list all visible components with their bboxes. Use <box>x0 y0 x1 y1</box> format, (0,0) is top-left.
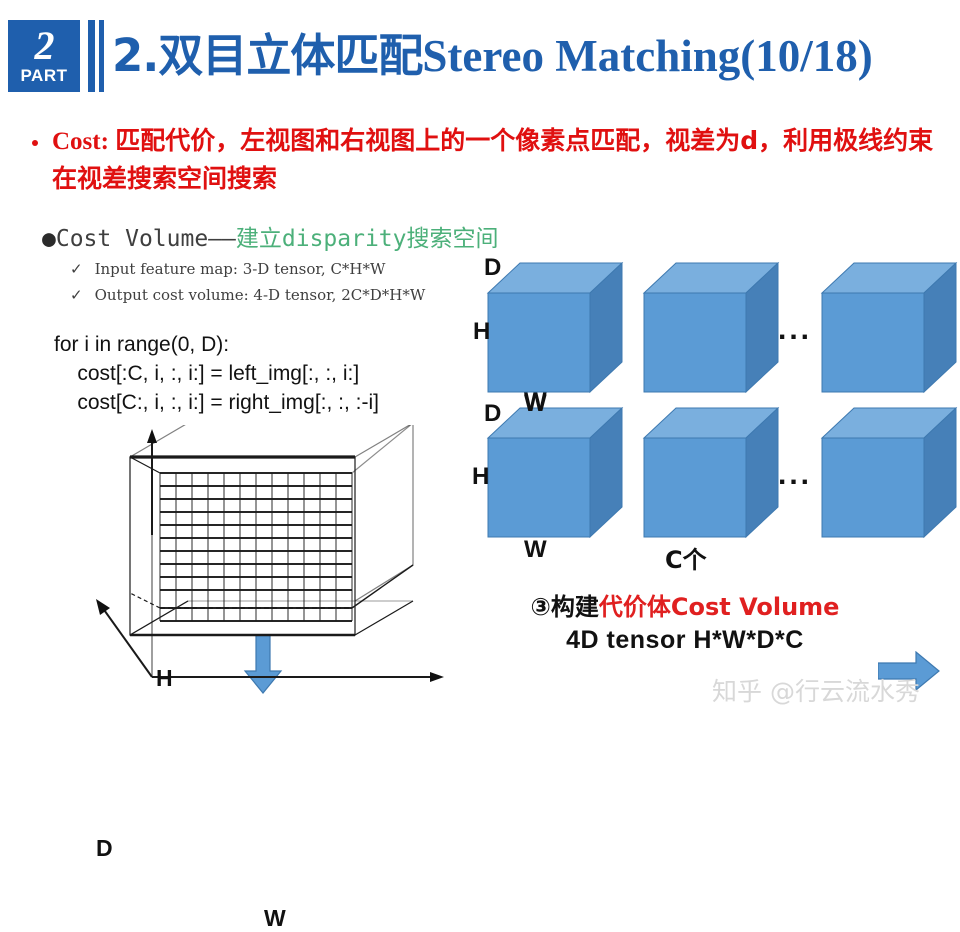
down-arrow-icon <box>243 635 283 694</box>
part-badge: 2 PART <box>8 20 80 92</box>
code-line-3: cost[C:, i, :, i:] = right_img[:, :, :-i… <box>54 391 379 414</box>
part-word-label: PART <box>20 66 68 85</box>
cost-bullet-text: Cost: 匹配代价，左视图和右视图上的一个像素点匹配，视差为d，利用极线约束在… <box>52 122 948 197</box>
ellipsis-row1: ... <box>778 313 813 346</box>
cube-label-d-row1: D <box>484 254 502 281</box>
cost-bullet-label: Cost: <box>52 128 116 155</box>
cube-label-h-row1: H <box>473 318 491 345</box>
cube-row2-3 <box>820 406 958 539</box>
right-arrow-icon <box>878 651 940 691</box>
list-item: ✓ Output cost volume: 4-D tensor, 2C*D*H*… <box>70 286 425 304</box>
cube-row1-1 <box>486 261 624 394</box>
cube-row1-3 <box>820 261 958 394</box>
cost-bullet-body: 匹配代价，左视图和右视图上的一个像素点匹配，视差为d，利用极线约束在视差搜索空间… <box>52 126 934 193</box>
axis-label-w: W <box>264 905 286 931</box>
cube-label-h-row2: H <box>472 463 490 490</box>
cube-row2-1 <box>486 406 624 539</box>
slide-header: 2 PART 2.双目立体匹配Stereo Matching(10/18) <box>0 0 960 108</box>
cost-volume-heading-green-latin: disparity <box>281 226 407 252</box>
ellipsis-row2: ... <box>778 458 813 491</box>
cost-volume-heading-green-cjk1: 建立 <box>235 226 282 252</box>
figure-caption: ③构建代价体Cost Volume 4D tensor H*W*D*C <box>470 592 900 655</box>
axis-label-h: H <box>156 665 173 691</box>
check-icon: ✓ <box>70 286 83 304</box>
check-icon: ✓ <box>70 260 83 278</box>
cost-volume-heading-green-cjk2: 搜索空间 <box>406 226 499 252</box>
list-item-label: Output cost volume: 4-D tensor, 2C*D*H*W <box>94 286 426 304</box>
caption-line2: 4D tensor H*W*D*C <box>566 626 804 654</box>
code-block: for i in range(0, D): cost[:C, i, :, i:]… <box>54 330 379 417</box>
page-title: 2.双目立体匹配Stereo Matching(10/18) <box>112 25 952 89</box>
cost-volume-heading: ●Cost Volume——建立disparity搜索空间 <box>42 224 499 254</box>
page-title-cjk: 2.双目立体匹配 <box>112 29 423 82</box>
list-item: ✓ Input feature map: 3-D tensor, C*H*W <box>70 260 385 278</box>
cost-bullet: Cost: 匹配代价，左视图和右视图上的一个像素点匹配，视差为d，利用极线约束在… <box>28 122 948 197</box>
cost-volume-wireframe-diagram <box>96 425 444 682</box>
channel-count-label: C个 <box>665 546 707 574</box>
cost-volume-cubes-panel: ... D H W ... W D H W C个 <box>460 248 960 691</box>
cube-row2-2 <box>642 406 780 539</box>
part-number: 2 <box>34 23 55 68</box>
header-divider-thick <box>88 20 95 92</box>
cube-label-w-top-row2: W <box>524 390 547 417</box>
list-item-label: Input feature map: 3-D tensor, C*H*W <box>94 260 386 278</box>
caption-line1-red: 代价体Cost Volume <box>598 593 840 621</box>
code-line-2: cost[:C, i, :, i:] = left_img[:, :, i:] <box>54 362 360 385</box>
cube-row1-2 <box>642 261 780 394</box>
bullet-dot-icon <box>32 140 38 146</box>
watermark: 知乎 @行云流水秀 <box>712 677 920 706</box>
caption-line1-black: ③构建 <box>530 593 599 621</box>
cube-label-w-row2: W <box>524 536 547 563</box>
code-line-1: for i in range(0, D): <box>54 333 230 356</box>
cost-volume-heading-plain: Cost Volume—— <box>55 226 236 252</box>
page-title-latin: Stereo Matching(10/18) <box>422 31 873 81</box>
left-figure-panel: ●Cost Volume——建立disparity搜索空间 ✓ Input fea… <box>18 220 499 931</box>
heading-bullet-icon: ● <box>42 226 56 252</box>
cube-label-d-row2: D <box>484 400 502 427</box>
axis-label-d: D <box>96 835 113 861</box>
header-divider-thin <box>99 20 104 92</box>
